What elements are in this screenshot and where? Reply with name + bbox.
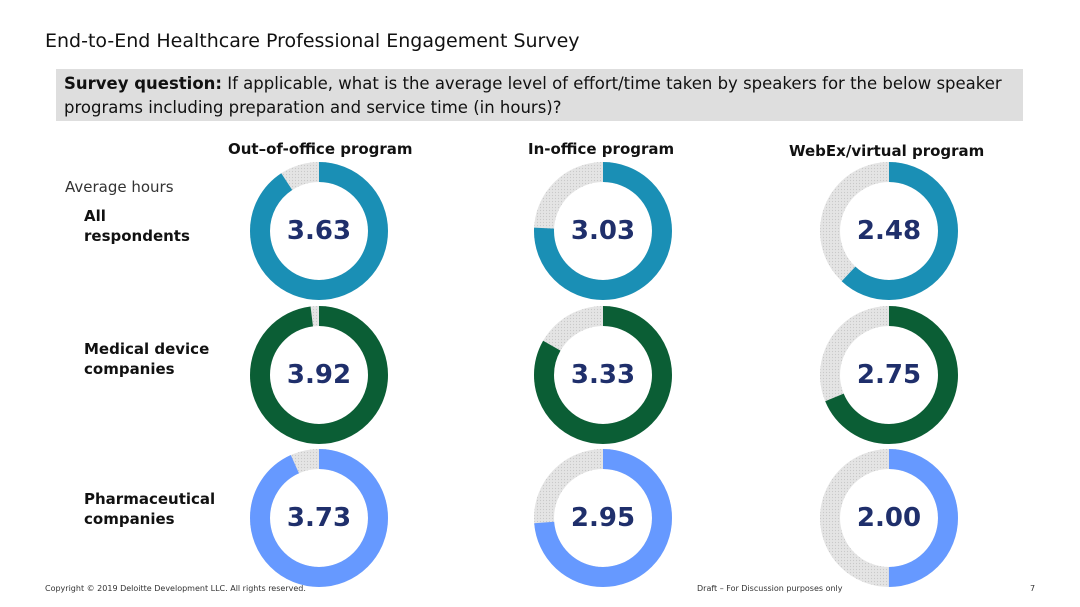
donut-all-in-office: 3.03 — [533, 161, 673, 301]
donut-value-label: 3.73 — [286, 503, 352, 533]
donut-value-label: 2.00 — [856, 503, 922, 533]
donut-pharma-out-of-office: 3.73 — [249, 448, 389, 588]
column-header-in-office: In-office program — [528, 140, 675, 158]
footer-draft-note: Draft – For Discussion purposes only — [697, 584, 843, 593]
row-label-medical-device: Medical device companies — [84, 340, 210, 378]
donut-value-label: 2.95 — [570, 503, 636, 533]
donut-value-arc — [250, 162, 388, 300]
donut-value-label: 3.63 — [286, 216, 352, 246]
column-header-out-of-office: Out–of-office program — [228, 140, 413, 158]
donut-medical-out-of-office: 3.92 — [249, 305, 389, 445]
average-hours-label: Average hours — [65, 178, 174, 196]
donut-pharma-in-office: 2.95 — [533, 448, 673, 588]
donut-value-label: 3.03 — [570, 216, 636, 246]
donut-svg — [250, 306, 388, 444]
donut-svg — [820, 162, 958, 300]
donut-value-label: 3.33 — [570, 360, 636, 390]
survey-question-box: Survey question: If applicable, what is … — [56, 69, 1023, 121]
column-header-webex-virtual: WebEx/virtual program — [789, 142, 985, 160]
donut-all-out-of-office: 3.63 — [249, 161, 389, 301]
donut-value-label: 3.92 — [286, 360, 352, 390]
donut-all-webex: 2.48 — [819, 161, 959, 301]
donut-value-arc — [250, 449, 388, 587]
donut-svg — [534, 449, 672, 587]
donut-value-label: 2.48 — [856, 216, 922, 246]
donut-svg — [820, 449, 958, 587]
donut-svg — [534, 306, 672, 444]
donut-svg — [534, 162, 672, 300]
donut-value-arc — [250, 306, 388, 444]
donut-svg — [820, 306, 958, 444]
survey-question-label: Survey question: — [64, 74, 223, 93]
footer-copyright: Copyright © 2019 Deloitte Development LL… — [45, 584, 306, 593]
slide-title: End-to-End Healthcare Professional Engag… — [45, 30, 580, 52]
page-number: 7 — [1030, 584, 1036, 593]
donut-pharma-webex: 2.00 — [819, 448, 959, 588]
donut-value-label: 2.75 — [856, 360, 922, 390]
row-label-all-respondents: All respondents — [84, 207, 190, 245]
donut-value-arc — [820, 449, 958, 587]
donut-svg — [250, 162, 388, 300]
donut-svg — [250, 449, 388, 587]
donut-value-arc — [820, 162, 958, 300]
donut-medical-in-office: 3.33 — [533, 305, 673, 445]
row-label-pharmaceutical: Pharmaceutical companies — [84, 490, 216, 528]
donut-value-arc — [534, 162, 672, 300]
donut-value-arc — [534, 306, 672, 444]
donut-value-arc — [820, 306, 958, 444]
survey-question-text: If applicable, what is the average level… — [64, 74, 1002, 117]
donut-value-arc — [534, 449, 672, 587]
donut-medical-webex: 2.75 — [819, 305, 959, 445]
